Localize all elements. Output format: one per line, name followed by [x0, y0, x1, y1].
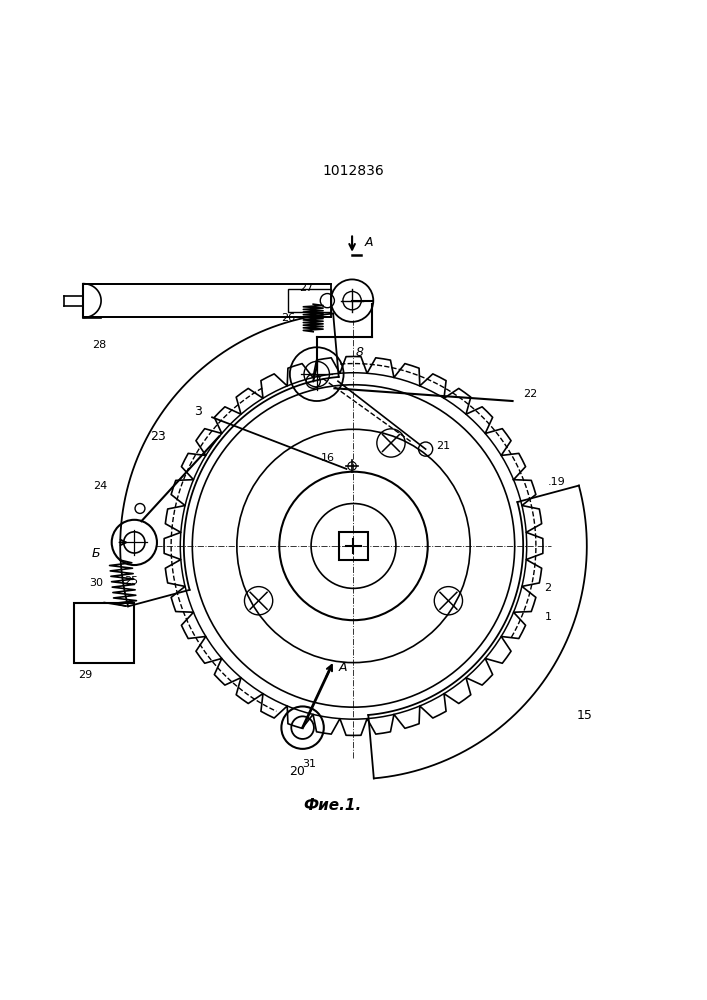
- Bar: [288, 289, 331, 312]
- Text: 26: 26: [281, 313, 296, 323]
- Text: A: A: [339, 661, 348, 674]
- Text: 31: 31: [303, 759, 317, 769]
- Text: 20: 20: [289, 765, 305, 778]
- Text: 21: 21: [436, 441, 450, 451]
- Text: Фие.1.: Фие.1.: [303, 798, 361, 813]
- Text: .19: .19: [548, 477, 566, 487]
- Text: 3: 3: [194, 405, 201, 418]
- Text: 29: 29: [78, 670, 92, 680]
- Text: 15: 15: [576, 709, 592, 722]
- Text: 30: 30: [89, 578, 103, 588]
- Text: 1: 1: [544, 612, 551, 622]
- Text: 28: 28: [92, 340, 106, 350]
- Bar: [83, 284, 331, 317]
- Text: 22: 22: [523, 389, 537, 399]
- Text: A: A: [365, 236, 373, 249]
- Text: 16: 16: [320, 453, 334, 463]
- Bar: [339, 532, 368, 560]
- Bar: [74, 603, 134, 663]
- Text: 2: 2: [544, 583, 551, 593]
- Text: 25: 25: [124, 576, 138, 586]
- Text: 23: 23: [151, 430, 166, 443]
- Text: 24: 24: [93, 481, 107, 491]
- Text: 27: 27: [299, 283, 313, 293]
- Text: 8: 8: [356, 346, 363, 359]
- Text: Б: Б: [92, 547, 100, 560]
- Text: 1012836: 1012836: [322, 164, 385, 178]
